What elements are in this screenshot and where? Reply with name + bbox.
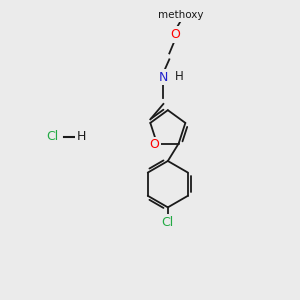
Text: O: O [170,28,180,41]
Text: H: H [175,70,184,83]
Text: O: O [150,139,160,152]
Text: Cl: Cl [162,216,174,229]
Text: N: N [159,71,168,84]
Text: H: H [77,130,86,143]
Text: Cl: Cl [46,130,58,143]
Text: methoxy: methoxy [158,10,204,20]
